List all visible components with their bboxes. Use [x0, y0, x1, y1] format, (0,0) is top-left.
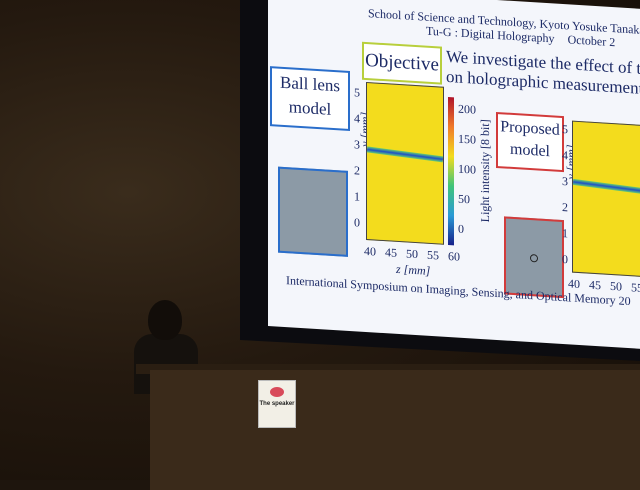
z-tick: 40	[568, 276, 580, 292]
z-axis-label: z [mm]	[396, 261, 431, 278]
y-tick: 1	[354, 189, 360, 204]
y-axis-ticks-2: 5 4 3 2 1 0	[562, 116, 568, 272]
objective-box: Objective	[362, 41, 442, 85]
colorbar-tick: 200	[458, 101, 476, 117]
z-tick: 50	[610, 278, 622, 294]
y-tick: 0	[354, 215, 360, 230]
proposed-model-box: Proposed model	[496, 111, 564, 173]
y-tick: 4	[354, 111, 360, 126]
ball-lens-label-2: model	[288, 97, 332, 119]
z-tick: 50	[406, 246, 418, 262]
presentation-slide: School of Science and Technology, Kyoto …	[268, 0, 640, 350]
podium-sign: The speaker	[258, 380, 296, 428]
ball-lens-label-1: Ball lens	[280, 72, 340, 96]
ball-lens-intensity-plot	[366, 81, 444, 245]
podium-sign-text: The speaker	[259, 401, 295, 407]
colorbar-tick: 100	[458, 161, 476, 177]
colorbar-label: Light intensity [8 bit]	[478, 118, 492, 223]
z-tick: 55	[631, 280, 640, 295]
y-tick: 1	[562, 225, 568, 241]
proposed-intensity-plot	[572, 120, 640, 278]
ball-lens-model-box: Ball lens model	[270, 66, 350, 132]
y-tick: 3	[354, 137, 360, 152]
z-tick: 45	[385, 245, 397, 260]
y-tick: 0	[562, 251, 568, 267]
y-tick: 2	[354, 163, 360, 178]
conference-logo-icon	[270, 387, 284, 397]
objective-statement: We investigate the effect of trans on ho…	[446, 47, 640, 101]
z-tick: 60	[448, 249, 460, 264]
proposed-model-image	[504, 216, 564, 299]
colorbar-tick: 0	[458, 221, 464, 236]
colorbar	[448, 97, 454, 246]
z-axis-ticks: 40 45 50 55 60	[364, 244, 460, 265]
header-date: October 2	[567, 32, 616, 50]
z-tick: 55	[427, 247, 439, 263]
y-tick: 5	[562, 121, 568, 137]
light-beam-stripe	[366, 146, 444, 163]
podium-top	[136, 364, 640, 374]
colorbar-tick: 150	[458, 131, 476, 147]
z-tick: 45	[589, 277, 601, 293]
y-axis-ticks: 5 4 3 2 1 0	[354, 79, 360, 235]
y-tick: 2	[562, 199, 568, 215]
y-tick: 4	[562, 147, 568, 163]
colorbar-ticks: 200 150 100 50 0	[458, 94, 476, 245]
speaker-head	[148, 300, 182, 340]
light-beam-stripe	[572, 178, 640, 196]
proposed-label-2: model	[510, 140, 550, 161]
y-tick: 3	[562, 173, 568, 189]
particle-dot	[530, 254, 538, 263]
podium	[150, 370, 640, 490]
colorbar-tick: 50	[458, 191, 470, 207]
z-tick: 40	[364, 243, 376, 259]
objective-label: Objective	[365, 49, 439, 76]
y-tick: 5	[354, 85, 360, 100]
ball-lens-image	[278, 166, 348, 257]
proposed-label-1: Proposed	[500, 118, 560, 139]
